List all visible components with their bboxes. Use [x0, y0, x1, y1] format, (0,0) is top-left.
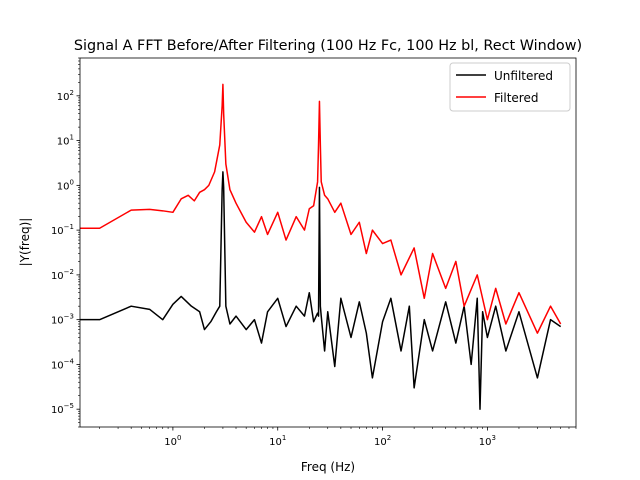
x-axis-ticks: 100 101 102 103 — [99, 427, 577, 448]
y-axis-ticks: 10−5 10−4 10−3 10−2 10−1 100 101 102 — [51, 57, 80, 428]
y-tick-label: 10−3 — [51, 313, 74, 327]
y-tick-label: 10−2 — [51, 268, 74, 282]
y-tick-label: 10−5 — [51, 402, 74, 416]
y-axis-label: |Y(freq)| — [18, 218, 32, 267]
y-tick-label: 101 — [57, 134, 74, 148]
series-line-unfiltered — [80, 171, 562, 410]
series-layer — [80, 83, 562, 410]
x-axis-label: Freq (Hz) — [301, 460, 355, 474]
y-tick-label: 10−1 — [51, 223, 74, 237]
series-line-filtered — [80, 83, 562, 334]
y-tick-label: 100 — [57, 178, 74, 192]
x-tick-label: 103 — [479, 434, 496, 448]
legend-label-unfiltered: Unfiltered — [494, 69, 553, 83]
y-tick-label: 102 — [57, 89, 74, 103]
x-tick-label: 100 — [164, 434, 181, 448]
chart-title: Signal A FFT Before/After Filtering (100… — [74, 38, 582, 54]
x-tick-label: 102 — [374, 434, 391, 448]
legend: Unfiltered Filtered — [449, 62, 571, 112]
y-tick-label: 10−4 — [51, 357, 75, 371]
legend-label-filtered: Filtered — [494, 91, 538, 105]
x-tick-label: 101 — [269, 434, 286, 448]
